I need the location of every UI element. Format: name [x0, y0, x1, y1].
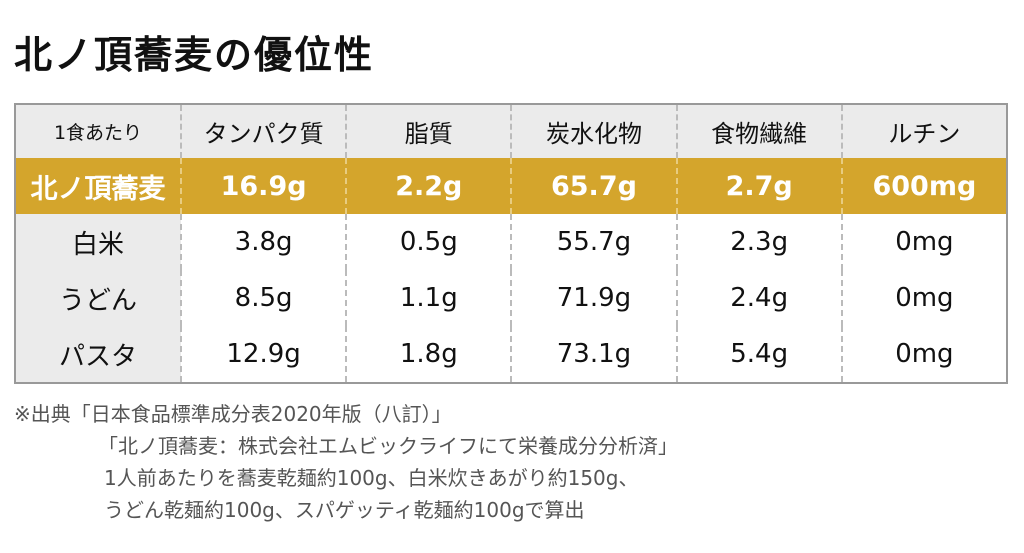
- cell: 65.7g: [510, 158, 677, 214]
- cell: 0.5g: [345, 214, 512, 270]
- cell: 71.9g: [510, 270, 677, 326]
- cell: 2.2g: [345, 158, 512, 214]
- highlight-row: 北ノ頂蕎麦 16.9g 2.2g 65.7g 2.7g 600mg: [15, 158, 1007, 214]
- cell: 0mg: [840, 326, 1007, 383]
- cell: 600mg: [840, 158, 1007, 214]
- row-label: パスタ: [15, 326, 181, 383]
- row-label: 白米: [15, 214, 181, 270]
- cell: 8.5g: [179, 270, 347, 326]
- cell: 5.4g: [675, 326, 842, 383]
- cell: 16.9g: [179, 158, 347, 214]
- header-cell: 脂質: [345, 104, 512, 158]
- cell: 2.4g: [675, 270, 842, 326]
- cell: 1.1g: [345, 270, 512, 326]
- note-line: 1人前あたりを蕎麦乾麺約100g、白米炊きあがり約150g、: [104, 466, 639, 490]
- table-body: 1食あたり タンパク質 脂質 炭水化物 食物繊維 ルチン 北ノ頂蕎麦 16.9g 2.2g 65.…: [15, 104, 1007, 383]
- row: うどん 8.5g 1.1g 71.9g 2.4g 0mg: [15, 270, 1007, 326]
- header-row: 1食あたり タンパク質 脂質 炭水化物 食物繊維 ルチン: [15, 104, 1007, 158]
- cell: 73.1g: [510, 326, 677, 383]
- cell: 2.7g: [675, 158, 842, 214]
- row: パスタ 12.9g 1.8g 73.1g 5.4g 0mg: [15, 326, 1007, 383]
- row: 白米 3.8g 0.5g 55.7g 2.3g 0mg: [15, 214, 1007, 270]
- header-cell: 炭水化物: [510, 104, 677, 158]
- cell: 0mg: [840, 214, 1007, 270]
- header-cell: 食物繊維: [675, 104, 842, 158]
- nutrition-table: 1食あたり タンパク質 脂質 炭水化物 食物繊維 ルチン 北ノ頂蕎麦 16.9g 2.2g 65.…: [14, 103, 1008, 384]
- note-line: 「北ノ頂蕎麦：株式会社エムビックライフにて栄養成分分析済」: [98, 434, 678, 458]
- header-cell: 1食あたり: [15, 104, 181, 158]
- note-line: ※出典「日本食品標準成分表2020年版（八訂）」: [14, 402, 452, 426]
- title: 北ノ頂蕎麦の優位性: [14, 33, 375, 77]
- row-label: 北ノ頂蕎麦: [15, 158, 181, 214]
- header-cell: タンパク質: [179, 104, 347, 158]
- cell: 0mg: [840, 270, 1007, 326]
- notes: ※出典「日本食品標準成分表2020年版（八訂）」「北ノ頂蕎麦：株式会社エムビック…: [14, 398, 678, 526]
- cell: 3.8g: [179, 214, 347, 270]
- note-line: うどん乾麺約100g、スパゲッティ乾麺約100gで算出: [104, 498, 585, 522]
- cell: 12.9g: [179, 326, 347, 383]
- cell: 2.3g: [675, 214, 842, 270]
- cell: 55.7g: [510, 214, 677, 270]
- row-label: うどん: [15, 270, 181, 326]
- cell: 1.8g: [345, 326, 512, 383]
- header-cell: ルチン: [840, 104, 1007, 158]
